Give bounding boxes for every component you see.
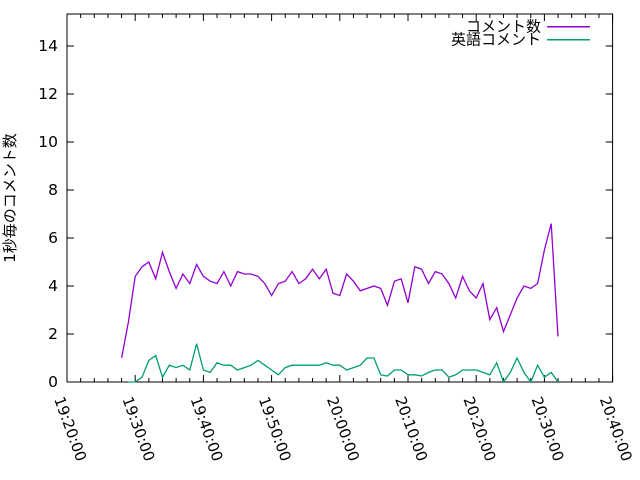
y-axis-title: 1秒毎のコメント数	[1, 133, 19, 263]
y-tick-label: 0	[48, 373, 58, 391]
y-tick-label: 8	[48, 181, 58, 199]
y-tick-label: 6	[48, 229, 58, 247]
y-tick-label: 14	[38, 37, 58, 55]
series-line-comments	[120, 223, 559, 359]
y-tick-label: 4	[48, 277, 58, 295]
legend-label: 英語コメント	[451, 31, 541, 49]
y-tick-label: 10	[38, 133, 58, 151]
y-tick-label: 2	[48, 325, 58, 343]
y-tick-label: 12	[38, 85, 58, 103]
legend-label: コメント数	[466, 18, 541, 36]
series-line-english-comments	[128, 343, 559, 384]
